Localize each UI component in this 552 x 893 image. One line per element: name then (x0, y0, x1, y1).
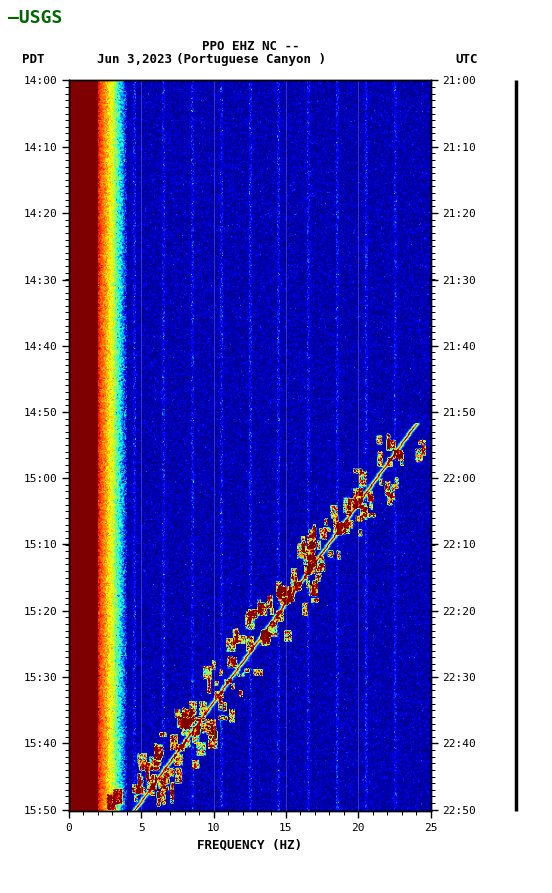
Text: PDT: PDT (22, 54, 45, 66)
X-axis label: FREQUENCY (HZ): FREQUENCY (HZ) (197, 839, 302, 851)
Text: UTC: UTC (455, 54, 478, 66)
Text: —USGS: —USGS (8, 9, 63, 27)
Text: (Portuguese Canyon ): (Portuguese Canyon ) (176, 54, 326, 66)
Text: PPO EHZ NC --: PPO EHZ NC -- (203, 40, 300, 53)
Text: Jun 3,2023: Jun 3,2023 (97, 54, 172, 66)
